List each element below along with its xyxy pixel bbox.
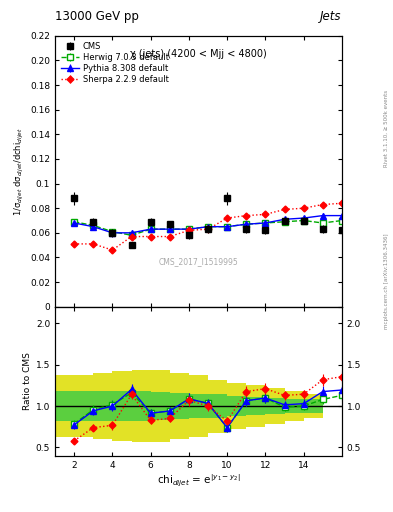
Text: mcplots.cern.ch [arXiv:1306.3436]: mcplots.cern.ch [arXiv:1306.3436]: [384, 234, 389, 329]
Legend: CMS, Herwig 7.0.3 default, Pythia 8.308 default, Sherpa 2.2.9 default: CMS, Herwig 7.0.3 default, Pythia 8.308 …: [59, 40, 170, 86]
Text: χ (jets) (4200 < Mjj < 4800): χ (jets) (4200 < Mjj < 4800): [130, 49, 267, 59]
Text: Rivet 3.1.10, ≥ 500k events: Rivet 3.1.10, ≥ 500k events: [384, 90, 389, 166]
Text: Jets: Jets: [320, 10, 342, 23]
Y-axis label: 1/σ$_{dijet}$ dσ$_{dijet}$/dchi$_{dijet}$: 1/σ$_{dijet}$ dσ$_{dijet}$/dchi$_{dijet}…: [13, 127, 26, 216]
Text: CMS_2017_I1519995: CMS_2017_I1519995: [159, 257, 238, 266]
Y-axis label: Ratio to CMS: Ratio to CMS: [23, 352, 31, 410]
Text: 13000 GeV pp: 13000 GeV pp: [55, 10, 139, 23]
X-axis label: chi$_{dijet}$ = e$^{|y_1 - y_2|}$: chi$_{dijet}$ = e$^{|y_1 - y_2|}$: [157, 472, 240, 488]
